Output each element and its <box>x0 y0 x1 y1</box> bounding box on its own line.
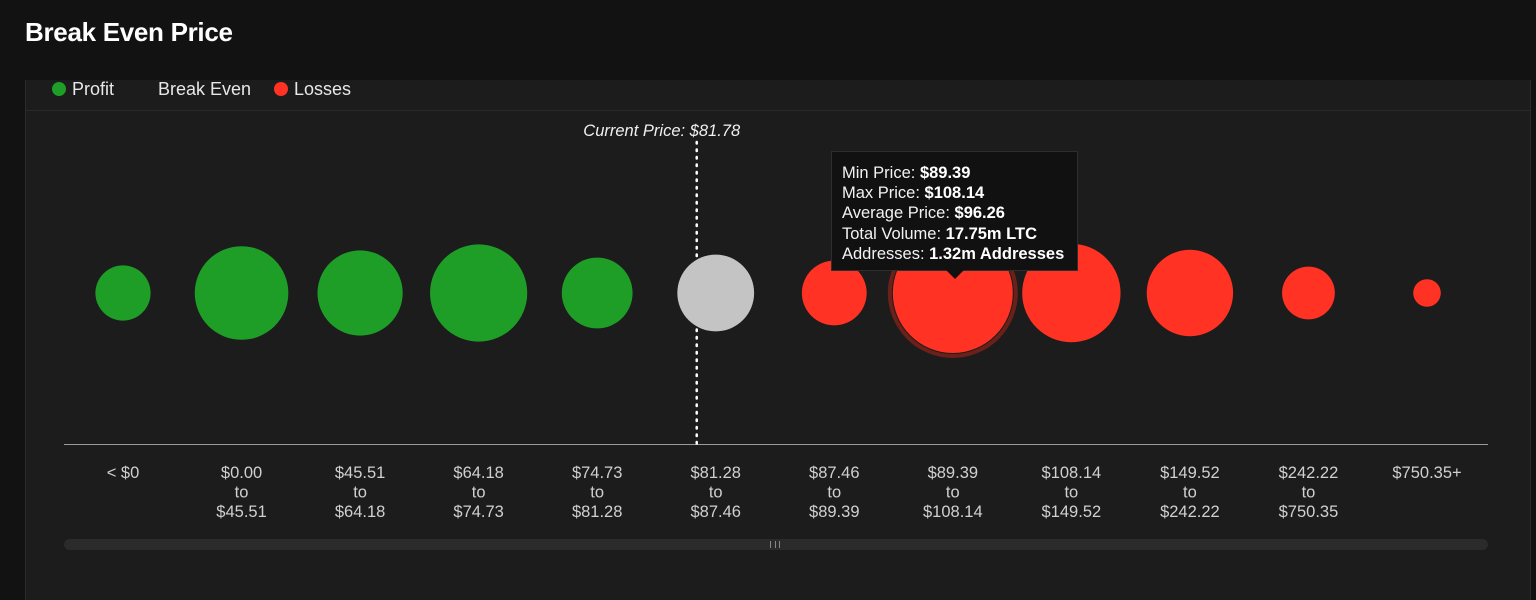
x-tick-label: $74.73 to $81.28 <box>572 464 622 521</box>
header: Break Even Price <box>0 0 1536 80</box>
tooltip-total-volume: Total Volume: 17.75m LTC <box>842 224 1038 243</box>
bubble-losses-9[interactable] <box>1146 249 1234 337</box>
legend: Profit Break Even Losses <box>26 77 1530 111</box>
x-tick-label: $242.22 to $750.35 <box>1279 464 1339 521</box>
page-title: Break Even Price <box>25 17 233 47</box>
bubble-losses-11[interactable] <box>1413 279 1441 307</box>
legend-item-profit[interactable]: Profit <box>52 77 114 101</box>
horizontal-scrollbar[interactable] <box>64 539 1488 550</box>
legend-dot-profit-icon <box>52 82 66 96</box>
x-tick-label: $149.52 to $242.22 <box>1160 464 1220 521</box>
x-tick-label: $64.18 to $74.73 <box>453 464 503 521</box>
x-tick-label: $89.39 to $108.14 <box>923 464 983 521</box>
scrollbar-grip-icon[interactable] <box>770 541 780 548</box>
tooltip-arrow-icon <box>946 270 964 279</box>
tooltip-min-price: Min Price: $89.39 <box>842 164 971 182</box>
bubble-profit-1[interactable] <box>194 246 289 340</box>
legend-label-break-even: Break Even <box>158 78 252 99</box>
bubble-profit-0[interactable] <box>95 265 151 321</box>
x-tick-label: $0.00 to $45.51 <box>216 464 266 521</box>
tooltip-average-price: Average Price: $96.26 <box>842 204 1005 223</box>
bubble-profit-3[interactable] <box>430 244 528 342</box>
bubble-profit-2[interactable] <box>317 250 403 336</box>
chart-panel: Profit Break Even Losses <box>25 77 1531 600</box>
bubble-losses-10[interactable] <box>1282 266 1335 320</box>
tooltip-max-price: Max Price: $108.14 <box>842 184 985 203</box>
bubble-profit-4[interactable] <box>561 257 633 329</box>
legend-label-losses: Losses <box>294 78 352 99</box>
bubble-losses-6[interactable] <box>801 260 867 326</box>
x-tick-label: $87.46 to $89.39 <box>809 464 859 521</box>
current-price-label: Current Price: $81.78 <box>583 122 741 140</box>
legend-item-losses[interactable]: Losses <box>274 77 351 101</box>
x-tick-label: $108.14 to $149.52 <box>1042 464 1102 521</box>
legend-label-profit: Profit <box>72 78 115 99</box>
tooltip: Min Price: $89.39 Max Price: $108.14 Ave… <box>831 151 1078 271</box>
tooltip-addresses: Addresses: 1.32m Addresses <box>842 244 1065 263</box>
x-tick-label: < $0 <box>107 464 140 482</box>
bubble-breakeven-5[interactable] <box>677 254 755 332</box>
x-tick-label: $81.28 to $87.46 <box>690 464 740 521</box>
legend-item-break-even[interactable]: Break Even <box>138 77 251 101</box>
x-tick-label: $750.35+ <box>1392 464 1461 482</box>
legend-dot-losses-icon <box>274 82 288 96</box>
x-tick-label: $45.51 to $64.18 <box>335 464 385 521</box>
